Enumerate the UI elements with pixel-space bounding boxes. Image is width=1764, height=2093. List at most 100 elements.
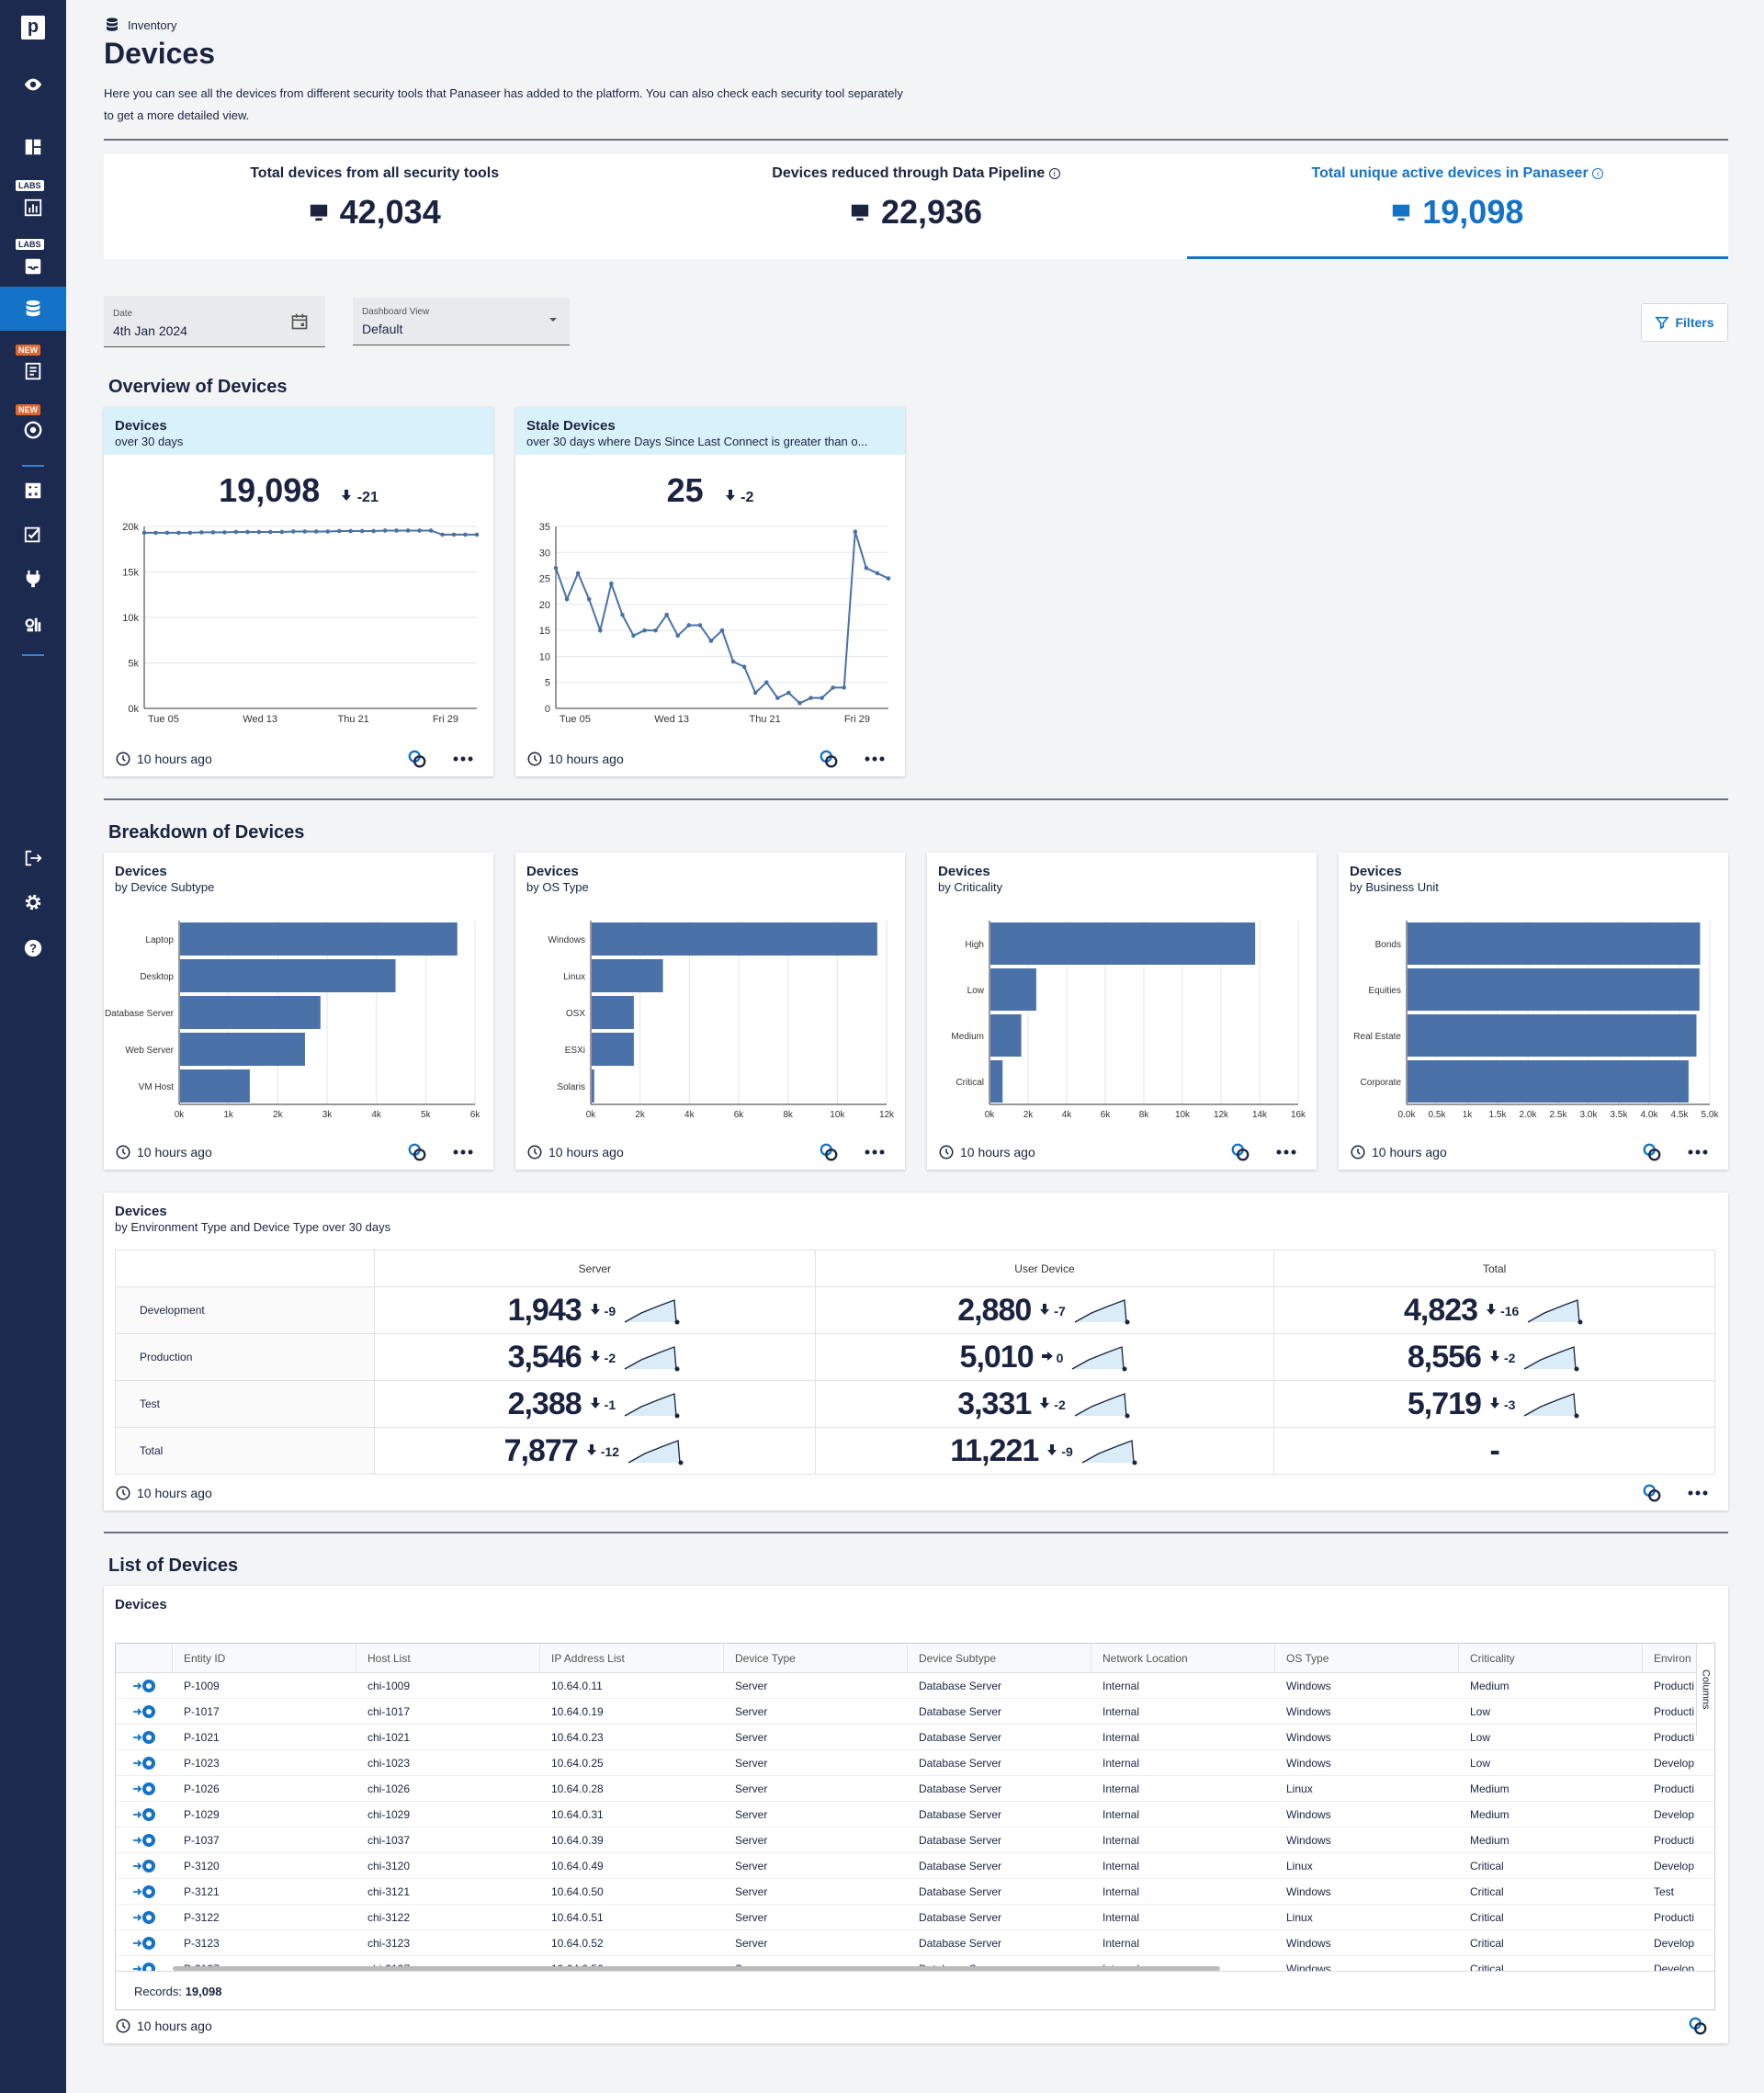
table-row[interactable]: P-1009 chi-1009 10.64.0.11 Server Database S… <box>116 1673 1714 1699</box>
column-header[interactable]: Environ <box>1643 1644 1714 1672</box>
data-point[interactable] <box>597 628 603 633</box>
settings-chart-icon[interactable] <box>0 608 66 641</box>
data-point[interactable] <box>763 680 769 685</box>
data-point[interactable] <box>741 664 747 670</box>
table-row[interactable]: P-3120 chi-3120 10.64.0.49 Server Database S… <box>116 1853 1714 1879</box>
data-point[interactable] <box>797 701 802 706</box>
device-detail-icon[interactable] <box>132 1756 156 1771</box>
bar[interactable] <box>990 1060 1003 1103</box>
checklist-icon[interactable] <box>0 518 66 551</box>
data-point[interactable] <box>786 690 791 696</box>
data-point[interactable] <box>463 532 468 537</box>
calendar-icon[interactable] <box>290 312 309 331</box>
data-point[interactable] <box>775 696 780 700</box>
more-options-icon[interactable] <box>1276 1149 1296 1155</box>
device-detail-icon[interactable] <box>132 1704 156 1719</box>
data-point[interactable] <box>417 528 422 533</box>
data-point[interactable] <box>675 633 681 639</box>
data-point[interactable] <box>302 529 308 534</box>
data-point[interactable] <box>279 529 285 535</box>
target-icon[interactable] <box>0 413 66 447</box>
data-point[interactable] <box>359 528 365 534</box>
bar[interactable] <box>1408 968 1700 1011</box>
data-point[interactable] <box>564 596 570 602</box>
bar[interactable] <box>1408 1014 1697 1057</box>
panaseer-logo[interactable]: p <box>0 9 66 46</box>
metric-cell[interactable]: 1,943 -9 <box>374 1286 816 1334</box>
data-point[interactable] <box>875 571 880 576</box>
data-point[interactable] <box>586 596 592 602</box>
data-point[interactable] <box>290 529 296 534</box>
metric-cell[interactable]: - <box>1273 1427 1715 1475</box>
breadcrumb-inventory[interactable]: Inventory <box>128 17 177 32</box>
data-point[interactable] <box>268 529 273 535</box>
data-point[interactable] <box>664 612 669 617</box>
data-point[interactable] <box>631 633 636 639</box>
more-options-icon[interactable] <box>453 756 473 762</box>
data-point[interactable] <box>371 528 376 534</box>
data-point[interactable] <box>394 528 399 533</box>
more-options-icon[interactable] <box>865 756 885 762</box>
device-detail-icon[interactable] <box>132 1884 156 1899</box>
data-point[interactable] <box>697 623 703 628</box>
metric-cell[interactable]: 7,877 -12 <box>374 1427 816 1475</box>
bar[interactable] <box>592 1033 634 1066</box>
bar[interactable] <box>592 922 877 956</box>
data-point[interactable] <box>886 576 891 581</box>
data-point[interactable] <box>808 696 813 700</box>
bar[interactable] <box>1408 922 1701 965</box>
table-row[interactable]: P-1029 chi-1029 10.64.0.31 Server Database S… <box>116 1802 1714 1827</box>
data-point[interactable] <box>336 528 342 534</box>
device-detail-icon[interactable] <box>132 1910 156 1925</box>
data-point[interactable] <box>256 529 262 535</box>
help-icon[interactable]: ? <box>0 932 66 965</box>
data-point[interactable] <box>451 532 457 537</box>
metric-cell[interactable]: 3,546 -2 <box>374 1333 816 1381</box>
table-row[interactable]: P-1026 chi-1026 10.64.0.28 Server Database S… <box>116 1776 1714 1802</box>
column-header[interactable]: Device Type <box>724 1644 908 1672</box>
data-point[interactable] <box>313 529 319 534</box>
data-point[interactable] <box>864 565 869 571</box>
more-options-icon[interactable] <box>1688 1149 1708 1155</box>
link-icon[interactable] <box>1688 2016 1708 2036</box>
data-point[interactable] <box>653 628 658 633</box>
data-point[interactable] <box>325 529 331 534</box>
table-row[interactable]: P-1017 chi-1017 10.64.0.19 Server Database S… <box>116 1699 1714 1725</box>
data-point[interactable] <box>141 530 147 536</box>
data-point[interactable] <box>620 612 625 617</box>
table-row[interactable]: P-3122 chi-3122 10.64.0.51 Server Database S… <box>116 1905 1714 1930</box>
column-header[interactable]: IP Address List <box>540 1644 724 1672</box>
dashboard-icon[interactable] <box>0 129 66 165</box>
link-icon[interactable] <box>1642 1483 1662 1503</box>
table-row[interactable]: P-3123 chi-3123 10.64.0.52 Server Database S… <box>116 1930 1714 1956</box>
data-point[interactable] <box>686 623 692 628</box>
column-header[interactable]: Host List <box>356 1644 540 1672</box>
data-point[interactable] <box>405 528 411 533</box>
table-row[interactable]: P-1021 chi-1021 10.64.0.23 Server Database S… <box>116 1725 1714 1750</box>
calculator-icon[interactable] <box>0 474 66 507</box>
column-header[interactable]: Criticality <box>1459 1644 1643 1672</box>
stat-total-devices[interactable]: Total devices from all security tools 42… <box>104 154 645 259</box>
data-point[interactable] <box>187 530 193 536</box>
device-detail-icon[interactable] <box>132 1782 156 1796</box>
device-detail-icon[interactable] <box>132 1807 156 1822</box>
data-point[interactable] <box>575 571 581 576</box>
info-icon[interactable]: i <box>1592 167 1604 179</box>
bar[interactable] <box>990 922 1256 965</box>
link-icon[interactable] <box>1642 1142 1662 1162</box>
bar[interactable] <box>592 1069 594 1103</box>
bar[interactable] <box>180 1069 250 1103</box>
bar[interactable] <box>1408 1060 1689 1103</box>
data-point[interactable] <box>440 532 445 537</box>
filters-button[interactable]: Filters <box>1641 303 1728 342</box>
bar[interactable] <box>180 996 321 1029</box>
dashboard-view-select[interactable]: Dashboard View Default <box>353 298 570 345</box>
report-list-icon[interactable] <box>0 355 66 388</box>
more-options-icon[interactable] <box>1688 1490 1708 1496</box>
metric-cell[interactable]: 2,880 -7 <box>814 1286 1275 1334</box>
data-point[interactable] <box>831 685 835 690</box>
table-row[interactable]: P-1023 chi-1023 10.64.0.25 Server Database S… <box>116 1750 1714 1776</box>
data-point[interactable] <box>752 690 758 696</box>
table-row[interactable]: P-1037 chi-1037 10.64.0.39 Server Database S… <box>116 1827 1714 1853</box>
plug-icon[interactable] <box>0 562 66 595</box>
